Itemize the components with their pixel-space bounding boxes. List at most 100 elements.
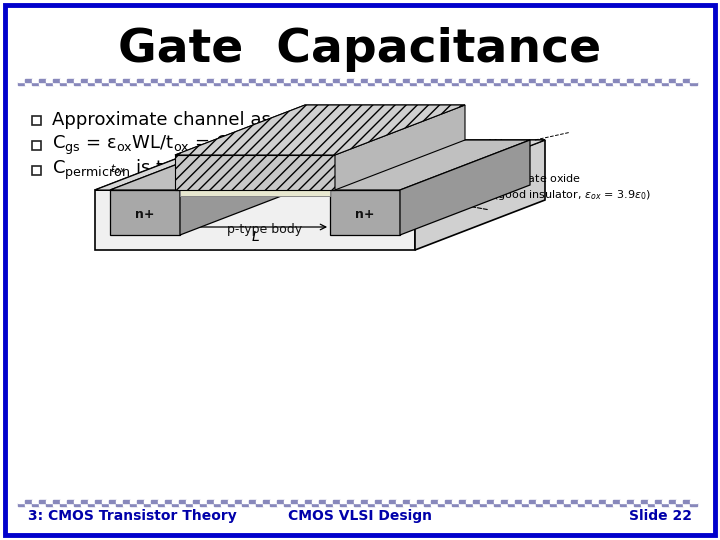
Bar	[32, 79, 39, 82]
Bar	[501, 500, 508, 503]
Bar	[298, 500, 305, 503]
Polygon shape	[95, 140, 545, 190]
Bar	[207, 503, 214, 506]
Bar	[18, 500, 25, 503]
Text: W: W	[488, 138, 502, 152]
Bar	[431, 503, 438, 506]
Bar	[144, 82, 151, 85]
Bar	[81, 503, 88, 506]
Text: Gate  Capacitance: Gate Capacitance	[118, 28, 602, 72]
Bar	[424, 503, 431, 506]
Bar	[312, 82, 319, 85]
Bar	[172, 503, 179, 506]
Bar	[564, 500, 571, 503]
Bar	[452, 82, 459, 85]
Bar	[270, 500, 277, 503]
Bar	[508, 82, 515, 85]
Bar	[501, 82, 508, 85]
Bar	[158, 82, 165, 85]
Bar	[529, 79, 536, 82]
Bar	[396, 500, 403, 503]
Text: CMOS VLSI Design: CMOS VLSI Design	[288, 509, 432, 523]
Bar	[396, 503, 403, 506]
Bar	[53, 79, 60, 82]
Bar	[487, 503, 494, 506]
Bar	[137, 500, 144, 503]
Bar	[74, 82, 81, 85]
Bar	[515, 503, 522, 506]
Bar	[473, 79, 480, 82]
Bar	[354, 503, 361, 506]
Bar	[613, 79, 620, 82]
Bar	[102, 82, 109, 85]
Text: $t_{ox}$: $t_{ox}$	[110, 162, 126, 176]
Bar	[410, 79, 417, 82]
Bar	[144, 503, 151, 506]
Bar	[382, 82, 389, 85]
Bar	[284, 82, 291, 85]
Bar	[599, 500, 606, 503]
Bar	[53, 82, 60, 85]
Bar	[417, 79, 424, 82]
Bar	[487, 500, 494, 503]
Bar	[256, 500, 263, 503]
Bar	[151, 79, 158, 82]
Bar	[102, 79, 109, 82]
Bar	[130, 503, 137, 506]
Bar	[116, 503, 123, 506]
Bar	[613, 500, 620, 503]
Bar	[200, 500, 207, 503]
Bar	[298, 82, 305, 85]
Bar	[67, 79, 74, 82]
Bar	[690, 79, 697, 82]
Bar	[18, 79, 25, 82]
Bar	[340, 79, 347, 82]
Bar	[606, 82, 613, 85]
Bar	[326, 82, 333, 85]
FancyBboxPatch shape	[5, 5, 715, 535]
Bar	[389, 79, 396, 82]
Bar	[522, 503, 529, 506]
Bar	[326, 79, 333, 82]
Bar	[557, 79, 564, 82]
Bar	[648, 82, 655, 85]
Bar	[165, 82, 172, 85]
Bar	[599, 82, 606, 85]
Bar	[515, 500, 522, 503]
Bar	[424, 79, 431, 82]
Bar	[571, 503, 578, 506]
Bar	[424, 82, 431, 85]
Bar	[375, 79, 382, 82]
Bar	[284, 500, 291, 503]
Bar	[81, 500, 88, 503]
Bar	[193, 503, 200, 506]
Bar	[25, 503, 32, 506]
Bar	[543, 82, 550, 85]
Bar	[452, 503, 459, 506]
Bar	[585, 82, 592, 85]
Bar	[389, 82, 396, 85]
Bar	[354, 500, 361, 503]
Bar	[438, 500, 445, 503]
Bar	[221, 500, 228, 503]
Bar	[564, 82, 571, 85]
Bar	[81, 82, 88, 85]
Bar	[466, 79, 473, 82]
Bar	[95, 82, 102, 85]
Bar	[368, 500, 375, 503]
Bar	[382, 79, 389, 82]
Bar	[291, 82, 298, 85]
Bar	[298, 79, 305, 82]
Bar	[39, 82, 46, 85]
Bar	[277, 82, 284, 85]
Bar	[249, 500, 256, 503]
Bar	[669, 82, 676, 85]
Bar	[641, 503, 648, 506]
Bar	[438, 82, 445, 85]
Bar	[508, 503, 515, 506]
Bar	[634, 503, 641, 506]
Bar	[634, 500, 641, 503]
Bar	[319, 503, 326, 506]
Bar	[606, 79, 613, 82]
Bar	[25, 79, 32, 82]
